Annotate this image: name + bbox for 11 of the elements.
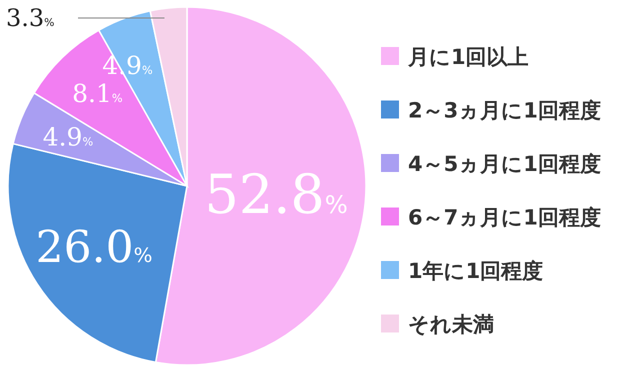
legend-label: 1年に1回程度 <box>408 259 544 283</box>
legend-label: 6～7ヵ月に1回程度 <box>408 206 601 230</box>
legend-label: 2～3ヵ月に1回程度 <box>408 98 601 122</box>
data-label: 8.1% <box>72 79 123 108</box>
legend-label: 月に1回以上 <box>407 45 529 69</box>
data-label: 4.9% <box>42 122 94 152</box>
data-label: 26.0% <box>36 222 152 274</box>
data-label: 3.3% <box>6 4 54 32</box>
data-label: 52.8% <box>204 162 348 226</box>
legend-label: 4～5ヵ月に1回程度 <box>408 152 601 176</box>
legend-label: それ未満 <box>408 312 494 336</box>
